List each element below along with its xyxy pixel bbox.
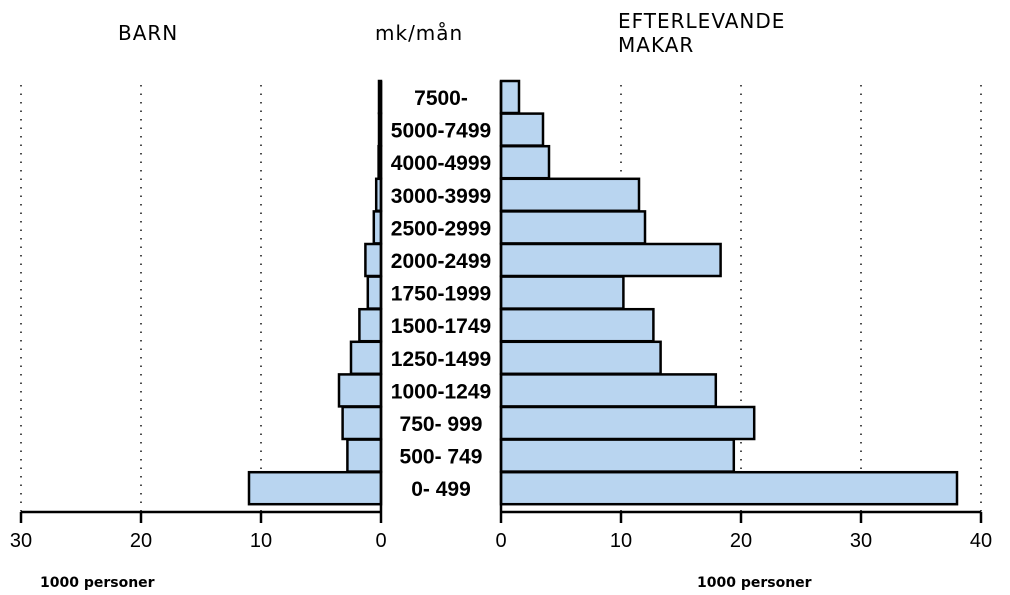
bar-barn: [358, 307, 383, 343]
category-label: 0- 499: [411, 478, 471, 501]
category-label: 2000-2499: [391, 250, 491, 273]
bar-efterlevande: [499, 210, 647, 245]
category-label: 5000-7499: [391, 120, 491, 143]
bar-efterlevande: [499, 79, 521, 115]
right-tick-label: 30: [850, 530, 872, 552]
right-tick-label: 0: [495, 530, 506, 552]
bar-barn: [337, 373, 383, 408]
bar-barn: [247, 470, 383, 506]
bar-efterlevande: [499, 373, 718, 408]
category-label: 3000-3999: [391, 185, 491, 208]
right-header-line1: EFTERLEVANDE: [618, 9, 785, 33]
bar-barn: [349, 340, 383, 376]
category-label: 7500-: [414, 87, 468, 110]
category-label: 500- 749: [400, 446, 483, 469]
bar-barn: [366, 275, 383, 310]
category-label: 2500-2999: [391, 217, 491, 240]
category-label: 4000-4999: [391, 152, 491, 175]
bar-efterlevande: [499, 340, 662, 376]
bar-efterlevande: [499, 438, 736, 473]
bar-barn: [364, 242, 383, 278]
bars: [247, 79, 959, 506]
category-label: 1750-1999: [391, 283, 491, 306]
bar-efterlevande: [499, 242, 722, 278]
category-label: 1000-1249: [391, 380, 491, 403]
bar-barn: [346, 438, 383, 473]
center-header: mk/mån: [375, 21, 463, 45]
right-header-line2: MAKAR: [618, 33, 694, 57]
category-label: 1250-1499: [391, 348, 491, 371]
bar-efterlevande: [499, 112, 545, 147]
left-tick-label: 10: [250, 530, 272, 552]
left-tick-label: 0: [375, 530, 386, 552]
bar-efterlevande: [499, 177, 641, 213]
bar-efterlevande: [499, 275, 625, 310]
left-tick-label: 30: [10, 530, 32, 552]
right-tick-label: 10: [610, 530, 632, 552]
category-label: 750- 999: [400, 413, 483, 436]
left-header: BARN: [118, 21, 178, 45]
bar-barn: [341, 405, 383, 441]
right-tick-label: 20: [730, 530, 752, 552]
left-tick-label: 20: [130, 530, 152, 552]
axes: 0 10 20 30 0 10 20 30 40: [10, 81, 992, 552]
bar-efterlevande: [499, 307, 655, 343]
category-label: 1500-1749: [391, 315, 491, 338]
right-unit-label: 1000 personer: [697, 575, 812, 591]
left-unit-label: 1000 personer: [40, 575, 155, 591]
category-labels: 7500- 5000-7499 4000-4999 3000-3999 2500-299…: [391, 87, 491, 501]
bar-efterlevande: [499, 470, 959, 506]
right-tick-label: 40: [970, 530, 992, 552]
bar-efterlevande: [499, 405, 756, 441]
bar-efterlevande: [499, 144, 551, 180]
